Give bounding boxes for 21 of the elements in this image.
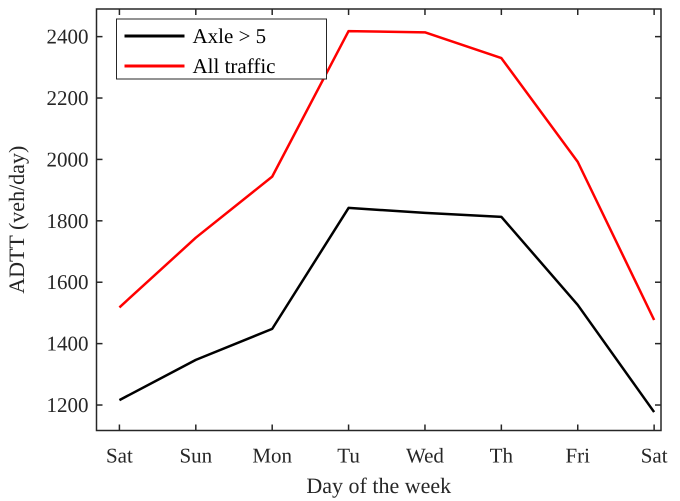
y-tick-label: 2400 (46, 24, 88, 49)
x-tick-label: Sat (106, 444, 133, 468)
y-tick-label: 1400 (46, 332, 88, 356)
y-tick-label: 2000 (46, 147, 88, 172)
x-axis-title: Day of the week (306, 473, 452, 498)
y-tick-label: 1200 (46, 393, 88, 418)
x-tick-label: Wed (406, 444, 444, 468)
y-tick-label: 2200 (46, 86, 88, 110)
y-tick-label: 1800 (46, 208, 88, 233)
x-tick-label: Fri (565, 444, 590, 468)
y-tick-label: 1600 (46, 270, 88, 294)
legend-label: All traffic (192, 54, 276, 78)
line-series (118, 206, 656, 414)
x-tick-label: Sun (179, 444, 213, 468)
x-tick-label: Mon (252, 444, 293, 468)
y-axis-title: ADTT (veh/day) (4, 146, 29, 294)
x-tick-label: Tu (337, 444, 360, 468)
x-tick-label: Th (490, 444, 514, 468)
legend-label: Axle > 5 (192, 24, 266, 48)
line-series (118, 30, 656, 322)
x-tick-label: Sat (640, 444, 668, 468)
